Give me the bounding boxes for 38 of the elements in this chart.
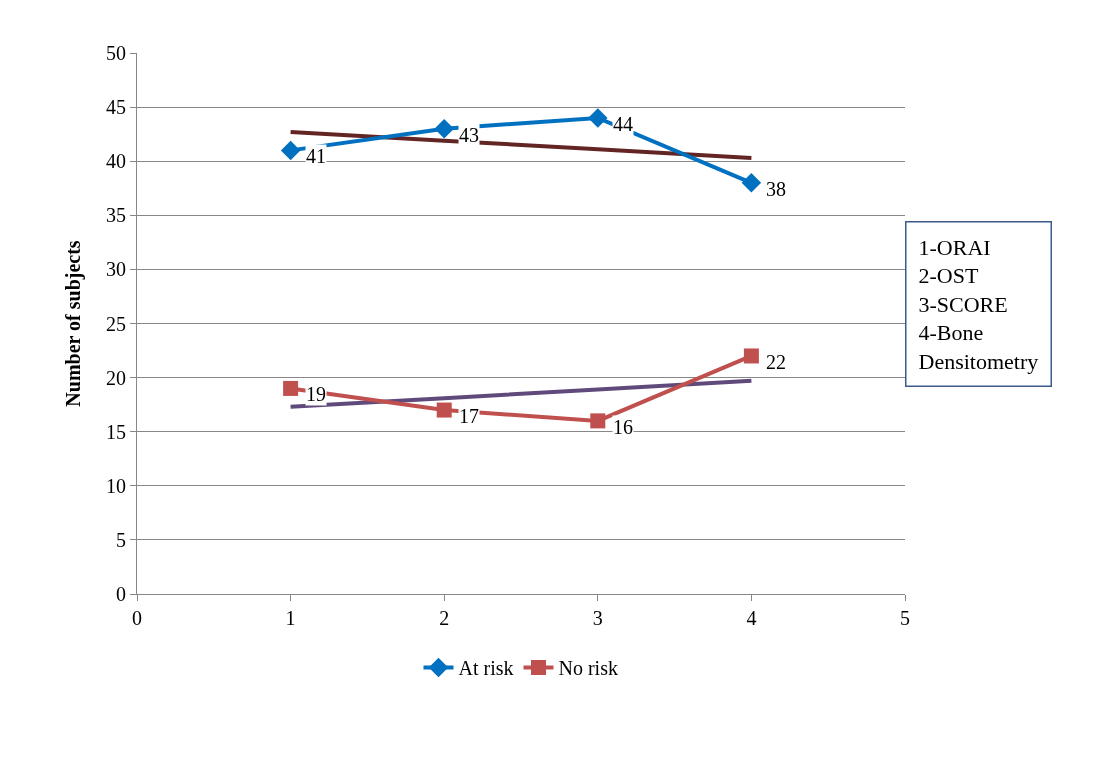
x-tick-label: 4: [746, 607, 757, 629]
point: [434, 118, 454, 139]
y-tick-label: 10: [106, 474, 126, 497]
data-label: 41: [306, 145, 326, 167]
x-tick-label: 2: [439, 607, 450, 629]
x-tick-label: 5: [900, 607, 910, 629]
point: [436, 402, 452, 418]
x-tick-label: 1: [285, 607, 296, 629]
x-tick-label: 3: [592, 607, 603, 629]
y-tick-label: 20: [106, 366, 126, 389]
y-tick-label: 25: [106, 312, 126, 335]
data-label: 16: [613, 416, 633, 438]
y-tick-label: 5: [116, 528, 126, 551]
point: [741, 173, 762, 193]
point: [280, 140, 301, 161]
y-tick-label: 40: [106, 150, 126, 173]
text: 1-ORAI 2-OST 3-SCORE 4-Bone Densitometry: [918, 234, 1039, 374]
point: [590, 413, 606, 429]
y-tick-label: 35: [106, 204, 126, 227]
y-tick-label: 0: [116, 583, 126, 605]
data-label: 22: [766, 351, 786, 373]
y-tick-label: 15: [106, 420, 126, 443]
point: [588, 108, 608, 128]
y-tick-label: 30: [106, 258, 126, 281]
data-label: 43: [459, 124, 479, 146]
legend-label: No risk: [558, 657, 618, 680]
data-label: 44: [613, 113, 633, 135]
y-tick-label: 45: [106, 96, 126, 119]
data-label: 17: [459, 405, 479, 427]
y-axis-title: Number of subjects: [61, 240, 85, 407]
point: [283, 380, 299, 396]
legend-label: At risk: [458, 657, 514, 680]
data-label: 19: [306, 383, 326, 405]
point: [743, 348, 759, 364]
x-tick-label: 0: [132, 607, 142, 629]
data-label: 38: [766, 178, 786, 200]
line-series: [288, 378, 754, 409]
y-tick-label: 50: [106, 42, 126, 64]
